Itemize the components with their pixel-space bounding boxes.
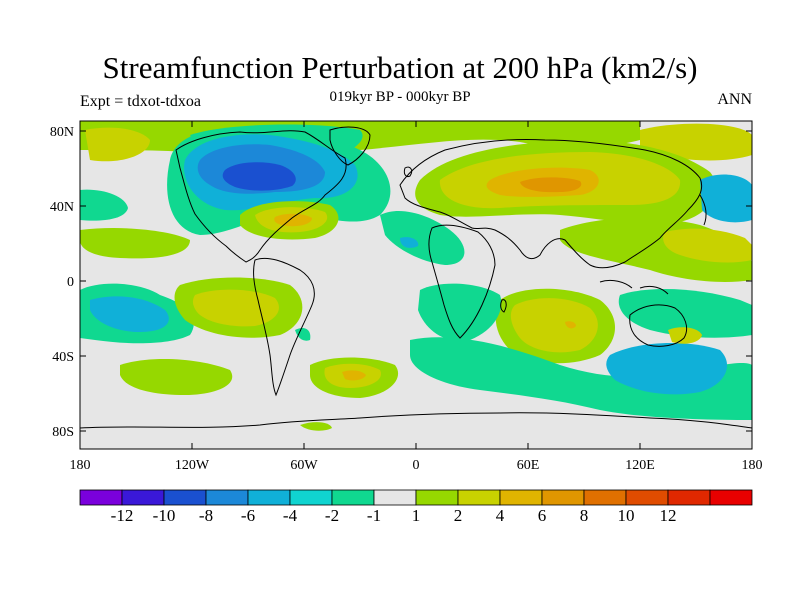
- colorbar-swatch: [415, 489, 459, 506]
- x-tick-label: 60W: [290, 458, 318, 473]
- experiment-label: Expt = tdxot-tdxoa: [80, 93, 202, 110]
- x-tick-label: 120W: [175, 458, 210, 473]
- colorbar-swatch: [163, 489, 207, 506]
- colorbar-swatch: [583, 489, 627, 506]
- coastline-north-america: [175, 130, 347, 263]
- contour-fill-ne-pacific-yellow: [85, 127, 150, 162]
- contour-fill-ne-atlantic-yellow: [640, 123, 752, 161]
- contour-fill-africa-green: [380, 210, 465, 265]
- colorbar-label: -2: [324, 506, 340, 525]
- colorbar-label: 10: [617, 506, 635, 525]
- y-tick-label: 40N: [50, 200, 74, 215]
- colorbar-swatch: [667, 489, 711, 506]
- colorbar-label: -10: [152, 506, 176, 525]
- x-tick-label: 0: [413, 458, 420, 473]
- contour-fill-south-pacific-green-2: [120, 358, 233, 395]
- y-tick-label: 0: [67, 275, 74, 290]
- colorbar-label: 2: [453, 506, 463, 525]
- coastline-europe-asia: [399, 138, 703, 269]
- x-tick-label: 60E: [517, 458, 540, 473]
- colorbar-label: -6: [240, 506, 256, 525]
- contour-fill-atlantic-orange: [274, 213, 312, 227]
- contour-fill-wpac-yellow: [663, 228, 752, 263]
- contour-fill-s-indian-orange: [565, 321, 576, 329]
- contour-fill-s-indian-yellow: [510, 298, 598, 353]
- coastline-antarctica: [80, 412, 752, 429]
- coastline-british-isles: [403, 166, 413, 177]
- colorbar-swatch: [247, 489, 291, 506]
- figure-title: Streamfunction Perturbation at 200 hPa (…: [102, 50, 698, 85]
- contour-fill-eurasia-deep-orange: [520, 177, 582, 193]
- x-axis: 180 120W 60W 0 60E 120E 180: [70, 121, 763, 473]
- contour-fill-wpac-tropic-green: [618, 288, 752, 338]
- contour-fills: [80, 121, 752, 431]
- colorbar-label: 4: [495, 506, 505, 525]
- colorbar-label: -12: [110, 506, 134, 525]
- x-tick-label: 180: [742, 458, 763, 473]
- contour-fill-s-ocean-green: [410, 337, 752, 420]
- contour-fill-antarctic-green: [300, 422, 332, 431]
- colorbar-swatch: [541, 489, 585, 506]
- colorbar-swatch: [709, 489, 753, 506]
- colorbar-swatch: [457, 489, 501, 506]
- colorbar-label: -4: [282, 506, 298, 525]
- contour-fill-s-atlantic-orange: [342, 370, 366, 381]
- coastline-south-america: [253, 257, 315, 397]
- colorbar-label: 8: [579, 506, 589, 525]
- coastline-australia: [629, 304, 688, 347]
- y-tick-label: 80S: [52, 425, 74, 440]
- contour-fill-s-atl-cyan: [418, 283, 502, 341]
- contour-fill-africa-cyan: [400, 237, 419, 248]
- coastline-africa: [428, 224, 496, 339]
- x-tick-label: 180: [70, 458, 91, 473]
- figure-subtitle: 019kyr BP - 000kyr BP: [329, 89, 471, 105]
- contour-fill-s-amer-green: [295, 328, 311, 341]
- colorbar-swatch: [121, 489, 165, 506]
- colorbar-swatch: [625, 489, 669, 506]
- colorbar: [79, 489, 753, 506]
- coastline-japan: [699, 194, 707, 226]
- x-tick-label: 120E: [625, 458, 655, 473]
- coastline-greenland: [329, 126, 371, 166]
- y-axis: 80N 40N 0 40S 80S: [50, 125, 752, 440]
- y-tick-label: 40S: [52, 350, 74, 365]
- contour-fill-eq-pacific-cyan: [90, 296, 169, 332]
- colorbar-swatch: [499, 489, 543, 506]
- colorbar-swatch: [373, 489, 417, 506]
- colorbar-swatch: [331, 489, 375, 506]
- colorbar-swatch: [79, 489, 123, 506]
- colorbar-swatch: [289, 489, 333, 506]
- colorbar-swatch: [205, 489, 249, 506]
- coastline-indonesia: [599, 279, 669, 295]
- contour-fill-pacific-west-green: [80, 228, 190, 259]
- coastline-madagascar: [500, 299, 507, 313]
- map-plot-area: [79, 120, 753, 450]
- contour-fill-pacific-west-cyan: [80, 189, 128, 221]
- colorbar-label: 6: [537, 506, 547, 525]
- colorbar-label: -8: [198, 506, 214, 525]
- colorbar-label: -1: [366, 506, 382, 525]
- coastlines: [80, 126, 752, 429]
- colorbar-label: 12: [659, 506, 677, 525]
- colorbar-label: 1: [411, 506, 421, 525]
- y-tick-label: 80N: [50, 125, 74, 140]
- contour-fill-na-deep-blue: [222, 162, 296, 191]
- contour-fill-dateline-cyan: [700, 174, 752, 223]
- contour-fill-s-ocean-cyan: [606, 343, 728, 395]
- season-label: ANN: [717, 91, 752, 108]
